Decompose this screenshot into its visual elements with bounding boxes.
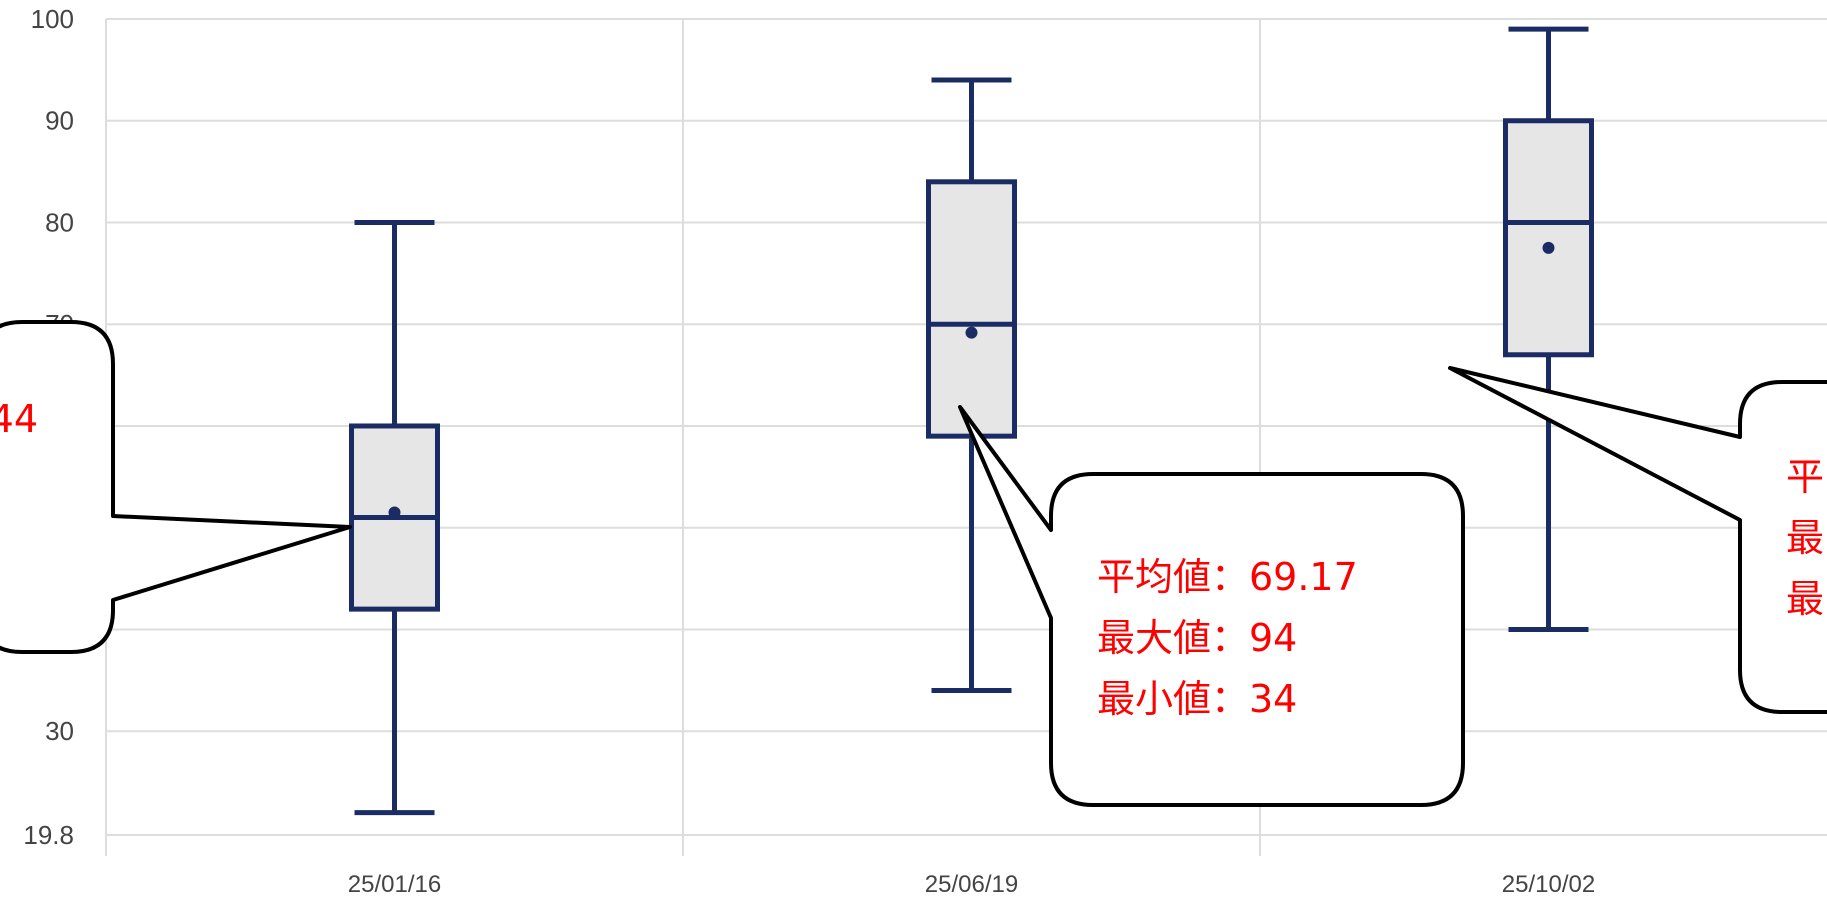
box-25/10/02: [1503, 26, 1594, 632]
callout-text-line: 最小値：34: [1097, 677, 1297, 721]
mean-point: [965, 326, 978, 339]
mean-point: [388, 506, 401, 519]
callout-text-line: 最大値：94: [1097, 616, 1297, 660]
y-tick-label: 100: [31, 4, 74, 34]
callout-1: 44: [0, 320, 352, 654]
box-25/01/16: [349, 219, 440, 816]
mean-point: [1542, 241, 1555, 254]
callout-3: 平最最: [1448, 366, 1827, 714]
callout-text-line: 44: [0, 397, 38, 441]
callout-bubble: [1448, 366, 1827, 714]
x-axis: 25/01/16 25/06/19 25/10/02: [348, 871, 1595, 898]
x-tick-label: 25/06/19: [925, 871, 1018, 898]
y-tick-label: 80: [45, 207, 74, 237]
y-tick-label: 90: [45, 106, 74, 136]
y-axis: 19.830708090100: [23, 4, 74, 850]
callout-text-line: 平均値：69.17: [1097, 555, 1358, 599]
box-25/06/19: [926, 77, 1017, 694]
x-tick-label: 25/10/02: [1502, 871, 1595, 898]
x-tick-label: 25/01/16: [348, 871, 441, 898]
boxes-layer: [349, 26, 1594, 816]
callout-text-line: 最: [1786, 516, 1824, 560]
iqr-box: [926, 179, 1017, 439]
y-tick-label: 19.8: [23, 820, 74, 850]
callout-bubble: [0, 320, 352, 654]
callout-text-line: 最: [1786, 577, 1824, 621]
callout-2: 平均値：69.17 最大値：94 最小値：34: [958, 405, 1465, 807]
iqr-box: [1503, 118, 1594, 358]
callout-text-line: 平: [1786, 455, 1824, 499]
y-tick-label: 30: [45, 716, 74, 746]
callout-bubble: [958, 405, 1465, 807]
